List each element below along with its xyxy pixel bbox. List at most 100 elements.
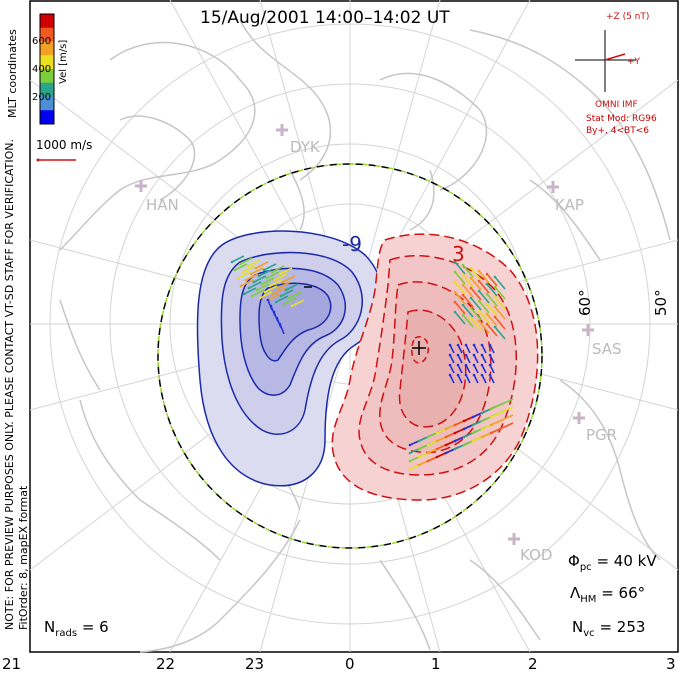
- velocity-vector-origin: [262, 268, 266, 272]
- velocity-vector: [256, 283, 270, 291]
- velocity-vector-origin: [464, 343, 468, 347]
- velocity-vector-origin: [488, 353, 492, 357]
- velocity-vector-origin: [252, 280, 256, 284]
- velocity-vector-origin: [472, 343, 476, 347]
- velocity-vector-origin: [485, 272, 489, 276]
- site-label-han: HAN: [146, 196, 179, 214]
- velocity-vector-origin: [493, 305, 497, 309]
- velocity-vector-origin: [281, 280, 285, 284]
- velocity-vector-origin: [464, 363, 468, 367]
- velocity-vector-origin: [488, 373, 492, 377]
- velocity-vector: [478, 280, 490, 294]
- velocity-vector: [291, 299, 305, 307]
- velocity-vector: [457, 364, 463, 374]
- velocity-vector: [261, 277, 275, 285]
- velocity-vector-origin: [477, 309, 481, 313]
- velocity-vector-origin: [456, 373, 460, 377]
- velocity-vector-origin: [469, 266, 473, 270]
- velocity-vector-origin: [456, 343, 460, 347]
- velocity-vector: [465, 344, 471, 354]
- velocity-vector-origin: [435, 447, 439, 451]
- velocity-vector-origin: [469, 306, 473, 310]
- velocity-vector-origin: [461, 283, 465, 287]
- color-scale-segment: [40, 41, 54, 56]
- velocity-vector: [258, 269, 272, 277]
- velocity-vector-origin: [472, 363, 476, 367]
- velocity-vector-origin: [472, 373, 476, 377]
- velocity-tick-200: 200: [32, 92, 52, 103]
- imf-y-label: +Y: [627, 57, 641, 67]
- velocity-vector-origin: [480, 343, 484, 347]
- velocity-vectors: [230, 255, 514, 471]
- velocity-vector: [494, 316, 506, 330]
- velocity-vector-origin: [471, 415, 475, 419]
- velocity-vector-origin: [417, 447, 421, 451]
- velocity-vector: [478, 320, 490, 334]
- velocity-vector-origin: [462, 427, 466, 431]
- velocity-vector-origin: [469, 276, 473, 280]
- velocity-vector: [242, 265, 256, 273]
- velocity-vector-origin: [464, 373, 468, 377]
- mlt-hour-3: 3: [666, 655, 676, 673]
- velocity-vector-origin: [493, 325, 497, 329]
- color-scale-segment: [40, 27, 54, 42]
- color-scale-segment: [40, 69, 54, 84]
- velocity-vector: [470, 297, 482, 311]
- velocity-vector: [454, 291, 466, 305]
- velocity-vector-origin: [461, 303, 465, 307]
- velocity-vector: [248, 281, 262, 289]
- velocity-vector-origin: [453, 290, 457, 294]
- velocity-vector-origin: [485, 312, 489, 316]
- stat-model-line1: Stat Mod: RG96: [586, 114, 657, 124]
- velocity-vector: [275, 295, 289, 303]
- velocity-vector-origin: [461, 313, 465, 317]
- velocity-vector-origin: [230, 260, 234, 264]
- velocity-vector-origin: [444, 435, 448, 439]
- site-label-dyk: DYK: [290, 138, 320, 156]
- velocity-vector: [489, 364, 495, 374]
- velocity-vector-origin: [489, 415, 493, 419]
- velocity-vector-origin: [284, 288, 288, 292]
- velocity-vector-origin: [426, 435, 430, 439]
- velocity-vector: [478, 290, 490, 304]
- velocity-vector: [457, 344, 463, 354]
- velocity-vector: [283, 297, 297, 305]
- velocity-vector: [470, 267, 482, 281]
- velocity-vector: [481, 364, 487, 374]
- velocity-vector-origin: [282, 302, 286, 306]
- velocity-vector: [465, 364, 471, 374]
- velocity-vector-origin: [456, 363, 460, 367]
- velocity-vector-origin: [471, 439, 475, 443]
- velocity-vector: [449, 344, 455, 354]
- site-label-pgr: PGR: [586, 426, 618, 444]
- velocity-vector-origin: [244, 278, 248, 282]
- velocity-vector-origin: [453, 310, 457, 314]
- velocity-vector: [462, 294, 474, 308]
- velocity-vector-origin: [489, 423, 493, 427]
- velocity-vector: [494, 306, 506, 320]
- velocity-vector: [462, 304, 474, 318]
- velocity-vector-origin: [456, 353, 460, 357]
- velocity-vector-origin: [489, 407, 493, 411]
- velocity-vector: [473, 374, 479, 384]
- velocity-vector-origin: [453, 300, 457, 304]
- velocity-vector-origin: [453, 260, 457, 264]
- velocity-vector: [454, 281, 466, 295]
- velocity-vector-origin: [417, 455, 421, 459]
- velocity-vector-origin: [489, 431, 493, 435]
- velocity-vector: [234, 263, 248, 271]
- velocity-vector: [264, 285, 278, 293]
- latitude-label-50: 50°: [652, 289, 670, 316]
- contour-label-negative: -9: [342, 232, 362, 256]
- velocity-vector: [465, 374, 471, 384]
- preview-note: NOTE: FOR PREVIEW PURPOSES ONLY. PLEASE …: [3, 138, 16, 630]
- velocity-vector-origin: [477, 319, 481, 323]
- velocity-vector: [454, 261, 466, 275]
- velocity-vector: [489, 354, 495, 364]
- velocity-vector: [490, 398, 514, 410]
- velocity-vector-origin: [278, 272, 282, 276]
- velocity-vector-origin: [242, 292, 246, 296]
- velocity-vector-origin: [408, 451, 412, 455]
- velocity-vector-origin: [270, 270, 274, 274]
